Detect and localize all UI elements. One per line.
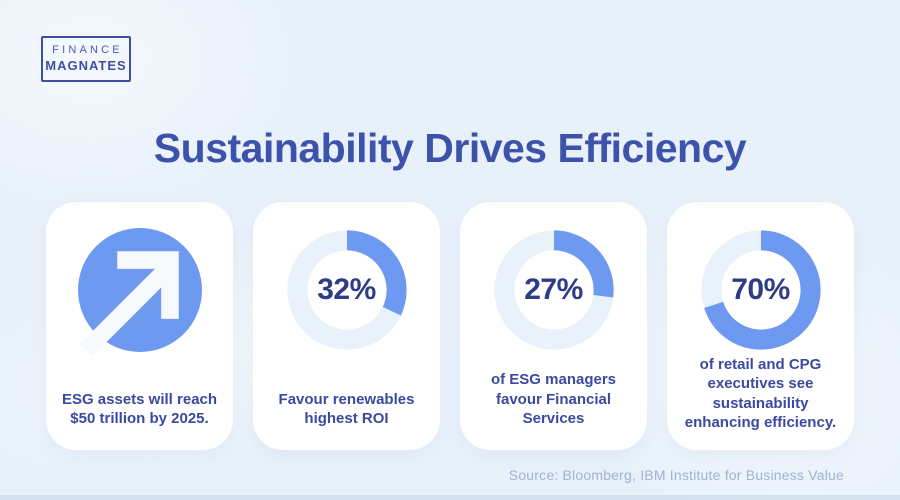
stat-card-esg-managers: 27% of ESG managers favour Financial Ser… bbox=[460, 202, 647, 450]
stat-card-esg-assets: ESG assets will reach $50 trillion by 20… bbox=[46, 202, 233, 450]
donut-center-label: 27% bbox=[524, 273, 583, 306]
page-title: Sustainability Drives Efficiency bbox=[153, 125, 747, 172]
stat-card-renewables-roi: 32% Favour renewables highest ROI bbox=[253, 202, 440, 450]
donut-center-label: 32% bbox=[317, 273, 376, 306]
finance-magnates-logo: FINANCE MAGNATES bbox=[41, 36, 131, 82]
donut-chart-70: 70% bbox=[699, 228, 823, 352]
stat-card-text: Favour renewables highest ROI bbox=[278, 390, 415, 427]
bottom-edge-strip bbox=[0, 495, 900, 500]
source-attribution: Source: Bloomberg, IBM Institute for Bus… bbox=[508, 467, 844, 483]
logo-word-finance: FINANCE bbox=[52, 44, 123, 57]
trend-up-arrow-icon bbox=[77, 228, 202, 357]
stat-card-text: of retail and CPG executives see sustain… bbox=[684, 356, 837, 431]
logo-word-magnates: MAGNATES bbox=[45, 58, 127, 74]
stat-card-retail-cpg: 70% of retail and CPG executives see sus… bbox=[667, 202, 854, 450]
donut-chart-32: 32% bbox=[285, 228, 409, 352]
donut-center-label: 70% bbox=[731, 273, 790, 306]
stat-cards-row: ESG assets will reach $50 trillion by 20… bbox=[46, 202, 854, 450]
background-wave bbox=[0, 0, 300, 210]
stat-card-text: ESG assets will reach $50 trillion by 20… bbox=[61, 390, 218, 427]
stat-card-text: of ESG managers favour Financial Service… bbox=[490, 371, 617, 427]
donut-chart-27: 27% bbox=[492, 228, 616, 352]
